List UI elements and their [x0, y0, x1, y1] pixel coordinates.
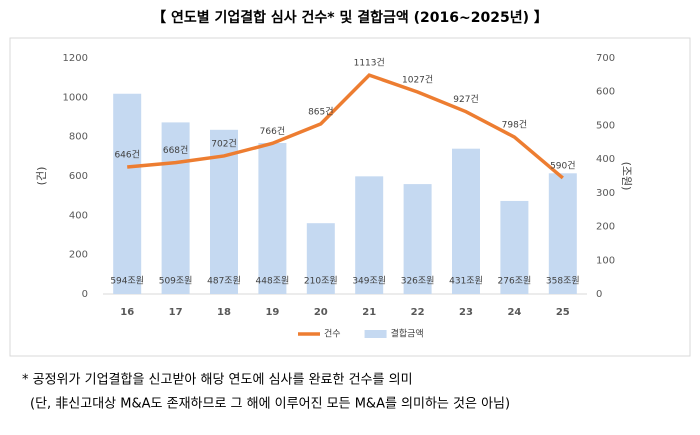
bar — [306, 223, 335, 294]
bar — [258, 142, 287, 294]
bar — [355, 176, 384, 294]
bar-value-label: 210조원 — [304, 276, 338, 287]
y2-tick-label: 300 — [596, 188, 615, 199]
line-value-label: 668건 — [163, 145, 188, 156]
bar — [113, 93, 142, 294]
y-tick-label: 200 — [69, 250, 88, 261]
legend-swatch — [364, 330, 387, 338]
x-tick-label: 24 — [507, 307, 521, 318]
y-tick-label: 400 — [69, 210, 88, 221]
line-value-label: 798건 — [502, 120, 527, 131]
x-tick-label: 16 — [120, 307, 134, 318]
y2-tick-label: 500 — [596, 120, 615, 131]
x-tick-label: 17 — [169, 307, 183, 318]
bar — [500, 200, 529, 294]
y2-tick-label: 100 — [596, 255, 615, 266]
y-tick-label: 0 — [82, 289, 88, 300]
chart-frame — [9, 37, 691, 357]
footnote: * 공정위가 기업결합을 신고받아 해당 연도에 심사를 완료한 건수를 의미 — [22, 373, 413, 388]
line-value-label: 927건 — [453, 94, 478, 105]
bar-value-label: 594조원 — [110, 276, 144, 287]
y-tick-label: 1200 — [63, 53, 88, 64]
bar-value-label: 276조원 — [498, 276, 532, 287]
y2-axis-label: (조원) — [620, 162, 633, 191]
bar — [452, 148, 480, 294]
line-value-label: 702건 — [211, 138, 236, 149]
line-value-label: 865건 — [308, 106, 333, 117]
line-value-label: 590건 — [550, 160, 575, 171]
footnote: (단, 非신고대상 M&A도 존재하므로 그 해에 이루어진 모든 M&A를 의… — [30, 397, 510, 412]
y2-tick-label: 200 — [596, 222, 615, 233]
chart-title: 【 연도별 기업결합 심사 건수* 및 결합금액 (2016~2025년) 】 — [152, 9, 548, 26]
y2-tick-label: 400 — [596, 154, 615, 165]
y-axis-label: (건) — [35, 167, 48, 186]
y-tick-label: 600 — [69, 171, 88, 182]
bar-value-label: 349조원 — [352, 276, 386, 287]
bar-value-label: 448조원 — [256, 276, 290, 287]
bar — [548, 173, 577, 294]
x-tick-label: 19 — [265, 307, 279, 318]
line — [127, 73, 564, 180]
bar-value-label: 358조원 — [546, 276, 580, 287]
bar-value-label: 509조원 — [159, 276, 193, 287]
y2-tick-label: 700 — [596, 53, 615, 64]
line-value-label: 646건 — [114, 149, 139, 160]
x-tick-label: 25 — [556, 307, 570, 318]
line-value-label: 1027건 — [402, 75, 433, 86]
x-tick-label: 23 — [459, 307, 473, 318]
line-value-label: 1113건 — [354, 58, 385, 69]
x-tick-label: 22 — [411, 307, 425, 318]
bar — [403, 184, 432, 294]
bar-value-label: 431조원 — [449, 276, 483, 287]
legend-label: 건수 — [324, 329, 341, 340]
x-tick-label: 21 — [362, 307, 376, 318]
line-value-label: 766건 — [260, 126, 285, 137]
y2-tick-label: 0 — [596, 289, 602, 300]
x-tick-label: 18 — [217, 307, 231, 318]
x-tick-label: 20 — [314, 307, 328, 318]
bar — [161, 122, 190, 294]
bar-value-label: 326조원 — [401, 276, 435, 287]
y-tick-label: 1000 — [63, 92, 88, 103]
y2-tick-label: 600 — [596, 87, 615, 98]
legend-label: 결합금액 — [391, 328, 424, 340]
bar-value-label: 487조원 — [207, 276, 241, 287]
y-tick-label: 800 — [69, 132, 88, 143]
